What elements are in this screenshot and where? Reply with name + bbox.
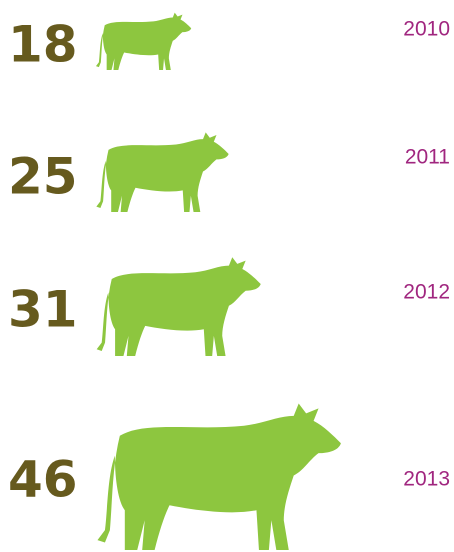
year-label: 2013 — [403, 468, 450, 491]
year-label: 2012 — [403, 281, 450, 304]
cow-icon — [97, 257, 261, 356]
chart: 18 2010 25 2011 31 2012 46 2013 — [0, 0, 454, 552]
value-label: 31 — [8, 281, 78, 339]
cow-icon — [96, 13, 191, 70]
year-label: 2010 — [403, 18, 450, 41]
value-label: 18 — [8, 16, 78, 74]
cow-icon — [96, 132, 228, 212]
cow-icon — [97, 403, 340, 550]
value-label: 46 — [8, 451, 78, 509]
year-label: 2011 — [405, 146, 450, 169]
page: {"chart_data": {"type": "pictograph", "c… — [0, 0, 454, 552]
value-label: 25 — [8, 148, 78, 206]
